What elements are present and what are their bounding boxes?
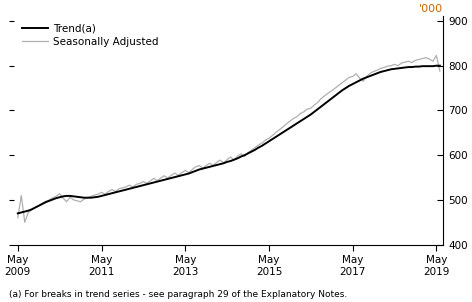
- Legend: Trend(a), Seasonally Adjusted: Trend(a), Seasonally Adjusted: [19, 22, 160, 49]
- Text: (a) For breaks in trend series - see paragraph 29 of the Explanatory Notes.: (a) For breaks in trend series - see par…: [9, 290, 348, 299]
- Text: '000: '000: [419, 4, 443, 14]
